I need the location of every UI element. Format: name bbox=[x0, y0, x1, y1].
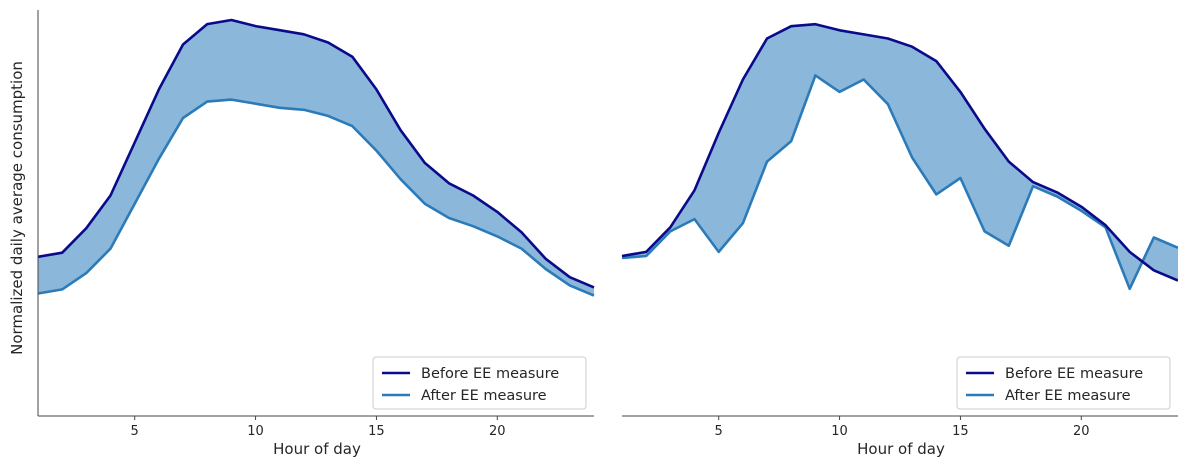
chart-panel-2: 5 10 15 20 Hour of day Before EE measure After… bbox=[621, 22, 1178, 458]
x-tick-label: 20 bbox=[489, 424, 506, 439]
legend-label-after: After EE measure bbox=[1005, 388, 1131, 404]
legend-box bbox=[956, 356, 1171, 410]
x-axis-label: Hour of day bbox=[857, 440, 945, 458]
x-tick-label: 10 bbox=[247, 424, 264, 439]
x-tick-label: 5 bbox=[715, 424, 723, 439]
legend-label-after: After EE measure bbox=[421, 388, 547, 404]
series-line-before bbox=[37, 18, 595, 289]
x-tick-label: 15 bbox=[368, 424, 385, 439]
x-tick-label: 10 bbox=[831, 424, 848, 439]
x-tick-label: 20 bbox=[1073, 424, 1090, 439]
legend-label-before: Before EE measure bbox=[421, 366, 559, 382]
legend: Before EE measure After EE measure bbox=[372, 356, 587, 410]
x-axis-label: Hour of day bbox=[273, 440, 361, 458]
x-tick-label: 15 bbox=[952, 424, 969, 439]
fill-between-area bbox=[622, 24, 1178, 289]
series-line-after bbox=[37, 98, 595, 297]
legend-box bbox=[372, 356, 587, 410]
chart-panel-1: 5 10 15 20 Hour of day Normalized daily avera… bbox=[8, 10, 595, 458]
legend-label-before: Before EE measure bbox=[1005, 366, 1143, 382]
x-tick-label: 5 bbox=[131, 424, 139, 439]
series-line-before bbox=[621, 22, 1178, 282]
fill-between-area bbox=[38, 20, 594, 296]
legend: Before EE measure After EE measure bbox=[956, 356, 1171, 410]
series-line-after bbox=[621, 74, 1178, 291]
y-axis-label: Normalized daily average consumption bbox=[8, 61, 26, 355]
